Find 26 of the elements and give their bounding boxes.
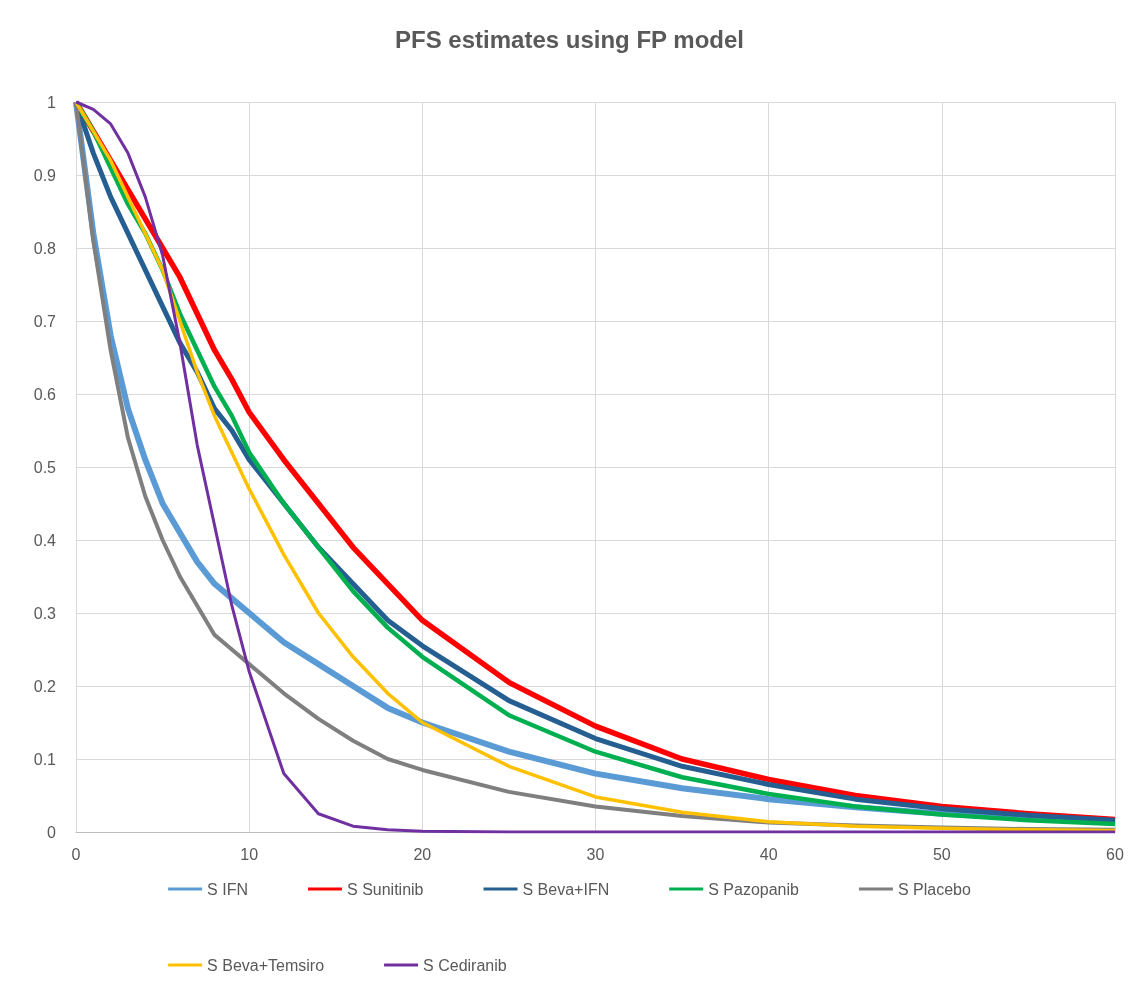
y-tick-label: 0.7 bbox=[33, 312, 57, 330]
chart-title: PFS estimates using FP model bbox=[395, 25, 744, 53]
x-tick-label: 60 bbox=[1106, 845, 1124, 863]
y-tick-label: 0.6 bbox=[33, 385, 57, 403]
y-tick-label: 0.5 bbox=[33, 458, 57, 476]
y-tick-label: 0.1 bbox=[33, 750, 57, 768]
x-tick-label: 30 bbox=[586, 845, 605, 863]
y-tick-label: 0.9 bbox=[33, 166, 57, 184]
legend-label: S Cediranib bbox=[423, 956, 507, 974]
y-tick-label: 0 bbox=[47, 823, 57, 841]
x-tick-label: 50 bbox=[932, 845, 951, 863]
legend-label: S Placebo bbox=[897, 880, 971, 898]
x-tick-label: 0 bbox=[71, 845, 81, 863]
legend-label: S Pazopanib bbox=[708, 880, 800, 898]
legend-label: S Beva+IFN bbox=[522, 880, 610, 898]
legend-label: S Beva+Temsiro bbox=[207, 956, 325, 974]
y-tick-label: 0.2 bbox=[33, 677, 57, 695]
x-tick-label: 10 bbox=[240, 845, 259, 863]
legend-label: S IFN bbox=[207, 880, 249, 898]
y-tick-label: 0.8 bbox=[33, 239, 57, 257]
y-tick-label: 1 bbox=[47, 93, 57, 111]
y-tick-label: 0.3 bbox=[33, 604, 57, 622]
legend-label: S Sunitinib bbox=[347, 880, 424, 898]
y-tick-label: 0.4 bbox=[33, 531, 57, 549]
x-tick-label: 40 bbox=[759, 845, 778, 863]
x-tick-label: 20 bbox=[413, 845, 432, 863]
